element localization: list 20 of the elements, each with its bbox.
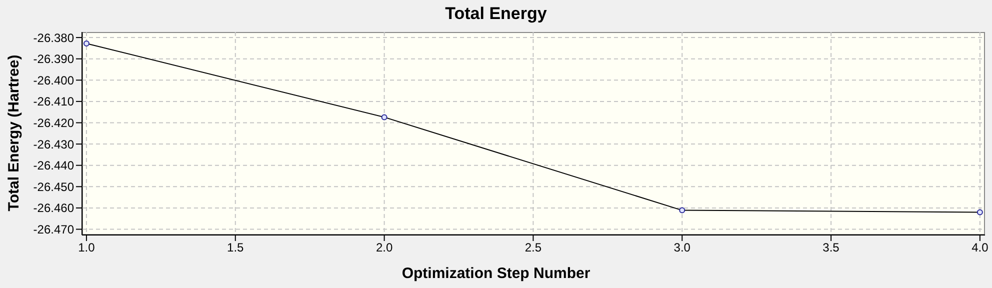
y-tick-label: -26.430 bbox=[33, 137, 74, 152]
y-axis-title: Total Energy (Hartree) bbox=[6, 54, 22, 212]
x-tick-label: 2.0 bbox=[376, 240, 393, 255]
y-tick-label: -26.380 bbox=[33, 30, 74, 45]
y-tick-label: -26.390 bbox=[33, 52, 74, 66]
y-tick-label: -26.410 bbox=[33, 94, 74, 109]
x-tick-label: 3.0 bbox=[674, 240, 691, 255]
y-tick-label: -26.460 bbox=[33, 201, 74, 216]
y-tick-label: -26.420 bbox=[33, 116, 74, 130]
x-tick-label: 3.5 bbox=[822, 240, 840, 255]
x-tick-label: 4.0 bbox=[972, 240, 989, 255]
y-tick-label: -26.450 bbox=[33, 180, 74, 194]
x-axis-title: Optimization Step Number bbox=[400, 265, 592, 282]
y-tick-label: -26.440 bbox=[33, 158, 74, 173]
x-tick-label: 2.5 bbox=[524, 240, 542, 255]
chart-title: Total Energy bbox=[444, 4, 548, 24]
y-tick-label: -26.470 bbox=[33, 222, 74, 237]
x-tick-label: 1.0 bbox=[78, 240, 96, 255]
x-tick-label: 1.5 bbox=[227, 240, 244, 255]
y-tick-label: -26.400 bbox=[33, 73, 74, 88]
